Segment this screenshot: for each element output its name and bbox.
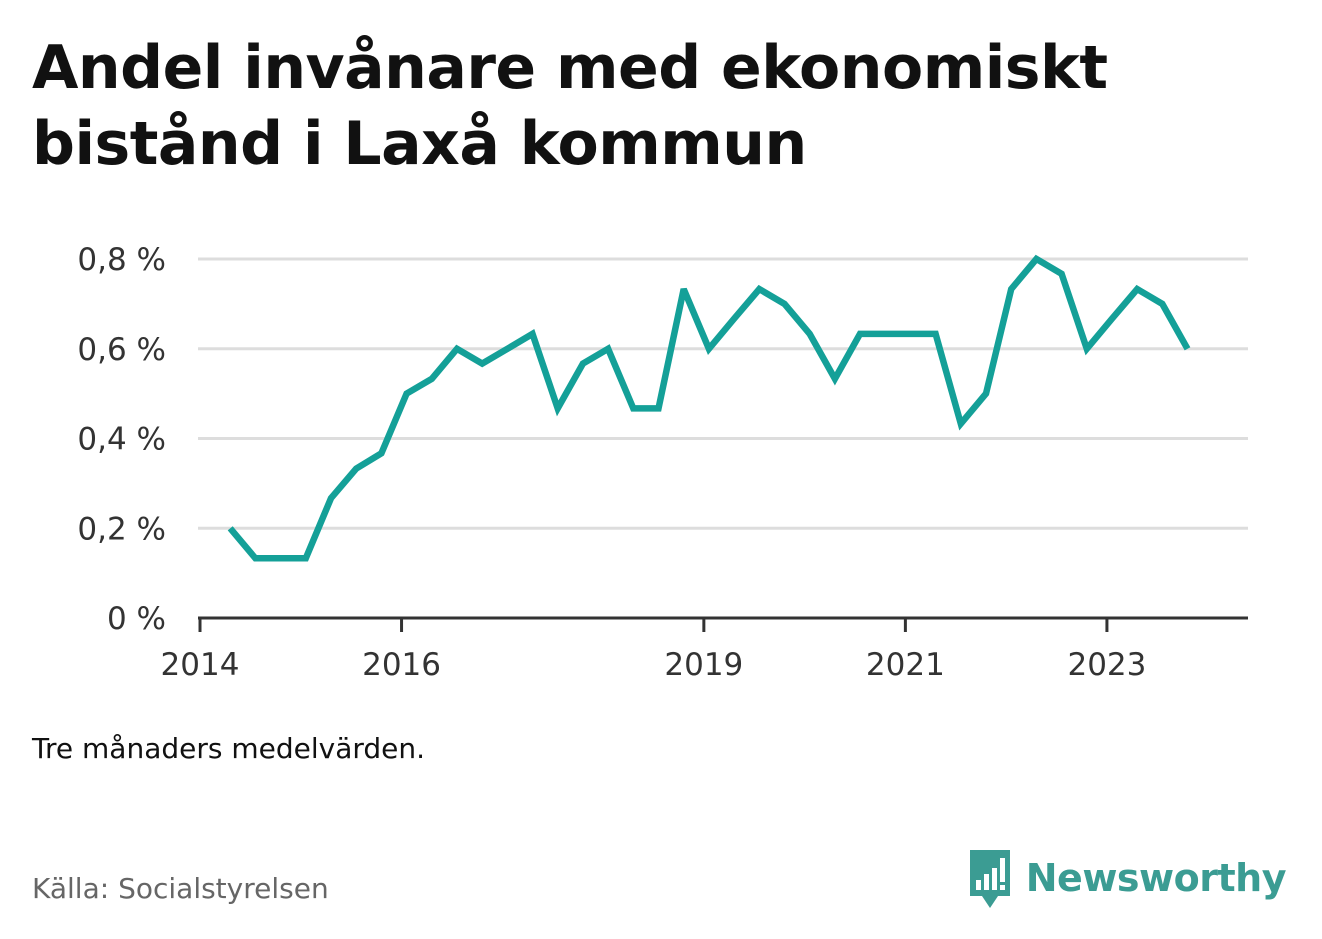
line-chart: 0 % 0,2 % 0,4 % 0,6 % 0,8 % 2014 2016 2019 2021… [77,242,1248,683]
y-axis-labels: 0 % 0,2 % 0,4 % 0,6 % 0,8 % [77,242,166,637]
chart-title: Andel invånare med ekonomiskt bistånd i … [32,30,1232,182]
brand-name: Newsworthy [1025,856,1287,900]
x-tick-label: 2014 [161,647,240,683]
bar-chart-speech-bubble-icon [969,850,1010,908]
grid-lines [198,257,1248,530]
y-tick-label: 0,8 % [77,242,166,278]
x-tick-label: 2021 [866,647,945,683]
series-line [227,254,1191,562]
title-line-1: Andel invånare med ekonomiskt [32,33,1108,103]
series-layer [227,254,1191,562]
x-axis [198,616,1248,632]
x-tick-label: 2023 [1067,647,1146,683]
y-tick-label: 0,6 % [77,332,166,368]
x-tick-label: 2019 [664,647,743,683]
brand-logo: Newsworthy [966,846,1287,910]
y-tick-label: 0,4 % [77,422,166,458]
y-tick-label: 0,2 % [77,511,166,547]
title-line-2: bistånd i Laxå kommun [32,109,807,179]
chart-note: Tre månaders medelvärden. [32,732,426,765]
x-axis-labels: 2014 2016 2019 2021 2023 [161,647,1147,683]
x-tick-label: 2016 [362,647,441,683]
y-tick-label: 0 % [107,601,166,637]
source-label: Källa: Socialstyrelsen [32,872,329,905]
